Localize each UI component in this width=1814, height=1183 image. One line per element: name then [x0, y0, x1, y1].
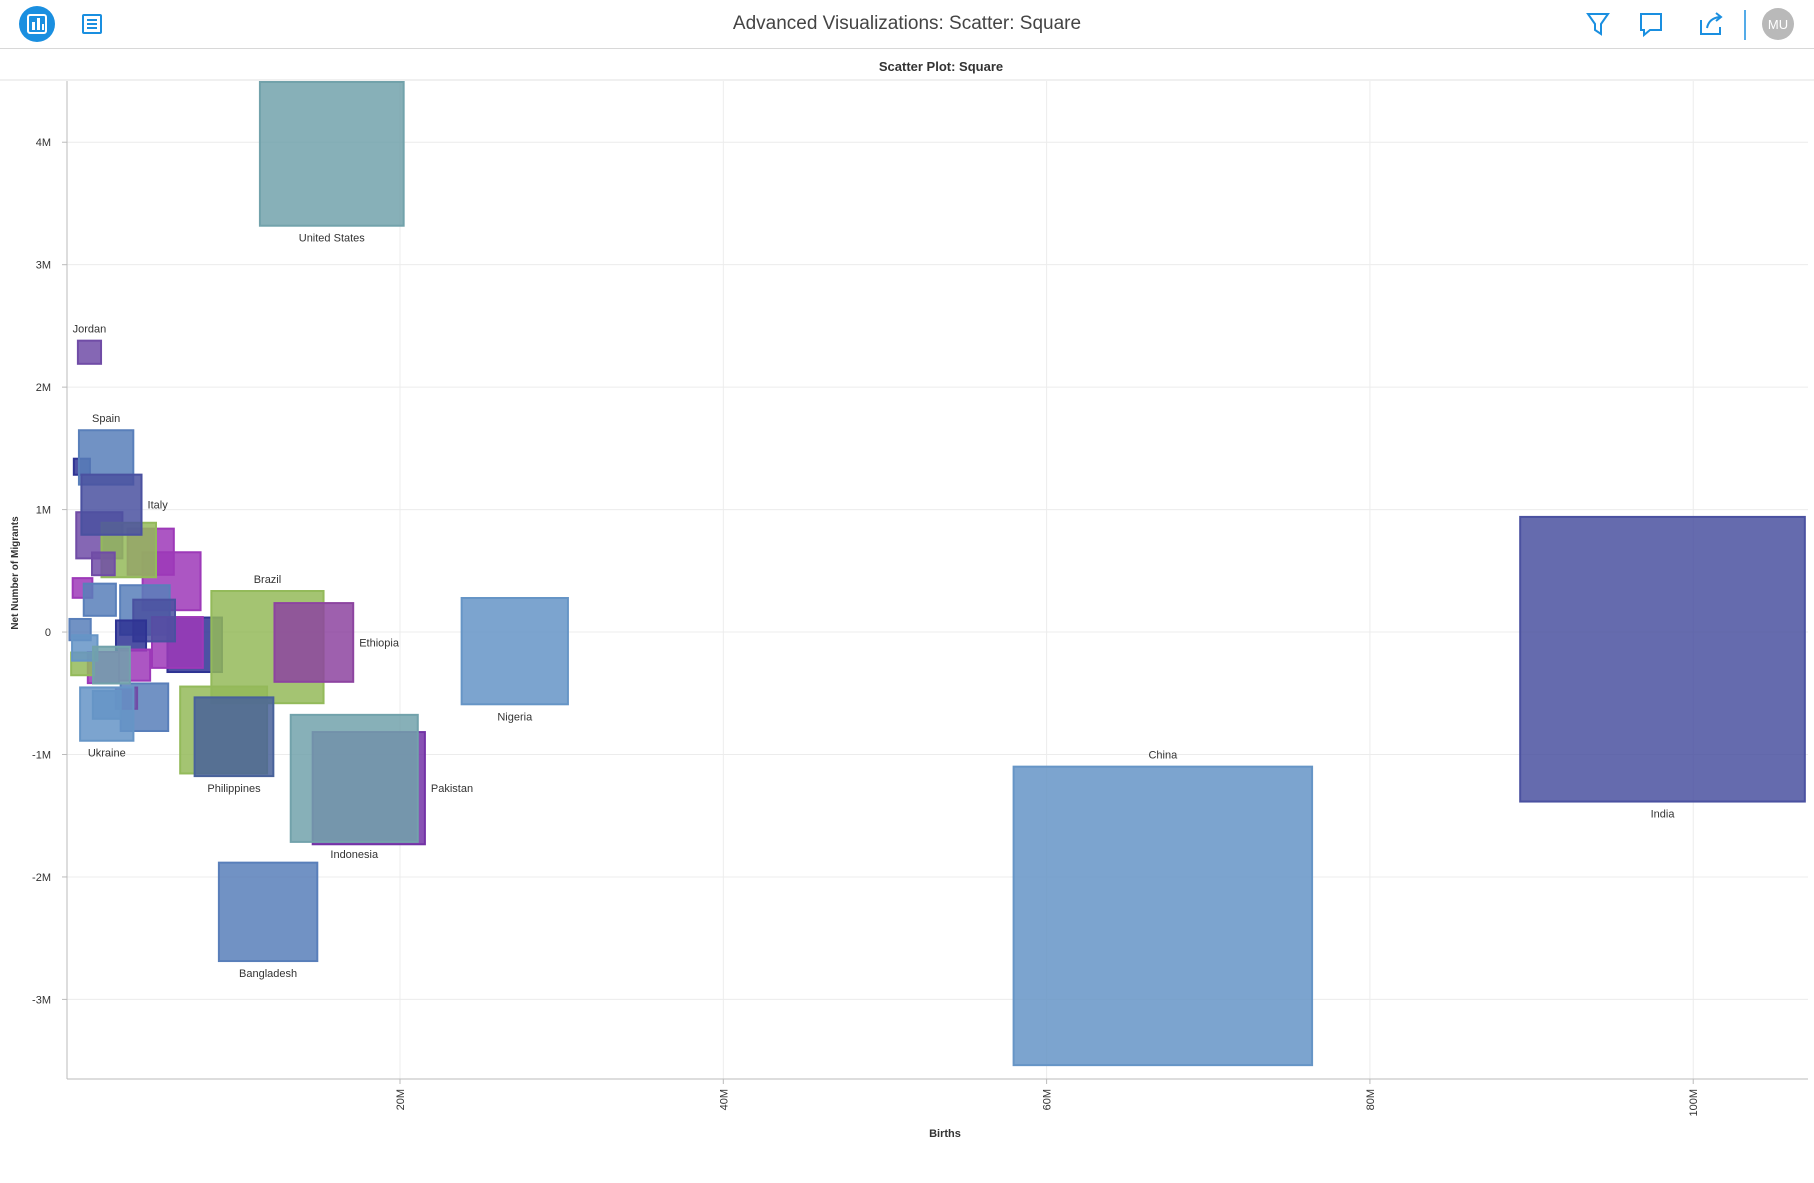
x-tick-label: 20M — [395, 1089, 407, 1110]
square-point — [76, 339, 103, 365]
y-tick-label: -2M — [32, 872, 51, 884]
square-point — [82, 582, 117, 617]
y-tick-label: -1M — [32, 749, 51, 761]
y-tick-label: 3M — [36, 260, 51, 272]
point-label: Pakistan — [431, 783, 473, 795]
point-label: India — [1651, 809, 1676, 821]
share-button[interactable] — [1700, 12, 1723, 35]
point-label: Brazil — [254, 574, 282, 586]
point-label: United States — [299, 233, 366, 245]
page-title: Advanced Visualizations: Scatter: Square — [732, 13, 1082, 34]
square-point — [1519, 515, 1806, 803]
x-axis-label: Births — [929, 1128, 961, 1140]
filter-button[interactable] — [1586, 13, 1610, 36]
point-label: Philippines — [207, 783, 261, 795]
square-point — [80, 473, 143, 536]
list-view-button[interactable] — [82, 14, 102, 34]
x-tick-label: 100M — [1688, 1089, 1700, 1117]
avatar-initials: MU — [1768, 17, 1788, 32]
toolbar-icons: MU — [19, 6, 1794, 42]
y-tick-label: 4M — [36, 137, 51, 149]
point-label: Indonesia — [330, 849, 379, 861]
y-tick-label: 2M — [36, 382, 51, 394]
square-point — [92, 645, 131, 685]
comment-button[interactable] — [1640, 13, 1662, 38]
square-point — [150, 616, 204, 669]
y-tick-label: 0 — [45, 627, 51, 639]
user-avatar[interactable]: MU — [1762, 8, 1794, 40]
square-point — [91, 551, 116, 577]
square-point — [79, 686, 135, 742]
point-label: Jordan — [73, 324, 107, 336]
square-point — [114, 619, 148, 652]
point-label: Bangladesh — [239, 968, 297, 980]
square-point — [460, 596, 569, 706]
chart-view-button[interactable] — [19, 6, 55, 42]
y-axis-label: Net Number of Migrants — [10, 516, 21, 630]
square-point — [289, 713, 419, 843]
point-label: Spain — [92, 413, 120, 425]
chart: Scatter Plot: Square Births Net Number o… — [0, 59, 1814, 1140]
square-point — [193, 696, 275, 778]
y-tick-label: 1M — [36, 505, 51, 517]
point-label: Ethiopia — [359, 637, 400, 649]
square-point — [273, 602, 355, 683]
chart-title: Scatter Plot: Square — [879, 59, 1003, 74]
point-label: Ukraine — [88, 748, 126, 760]
point-label: Nigeria — [497, 711, 533, 723]
x-tick-label: 60M — [1042, 1089, 1054, 1110]
x-tick-label: 40M — [718, 1089, 730, 1110]
square-point — [217, 861, 319, 963]
point-label: China — [1148, 750, 1178, 762]
square-point — [1012, 765, 1314, 1067]
x-tick-label: 80M — [1365, 1089, 1377, 1110]
square-point — [258, 80, 405, 227]
point-label: Italy — [148, 500, 169, 512]
y-tick-label: -3M — [32, 994, 51, 1006]
top-bar: MU Advanced Visualizations: Scatter: Squ… — [0, 0, 1814, 49]
